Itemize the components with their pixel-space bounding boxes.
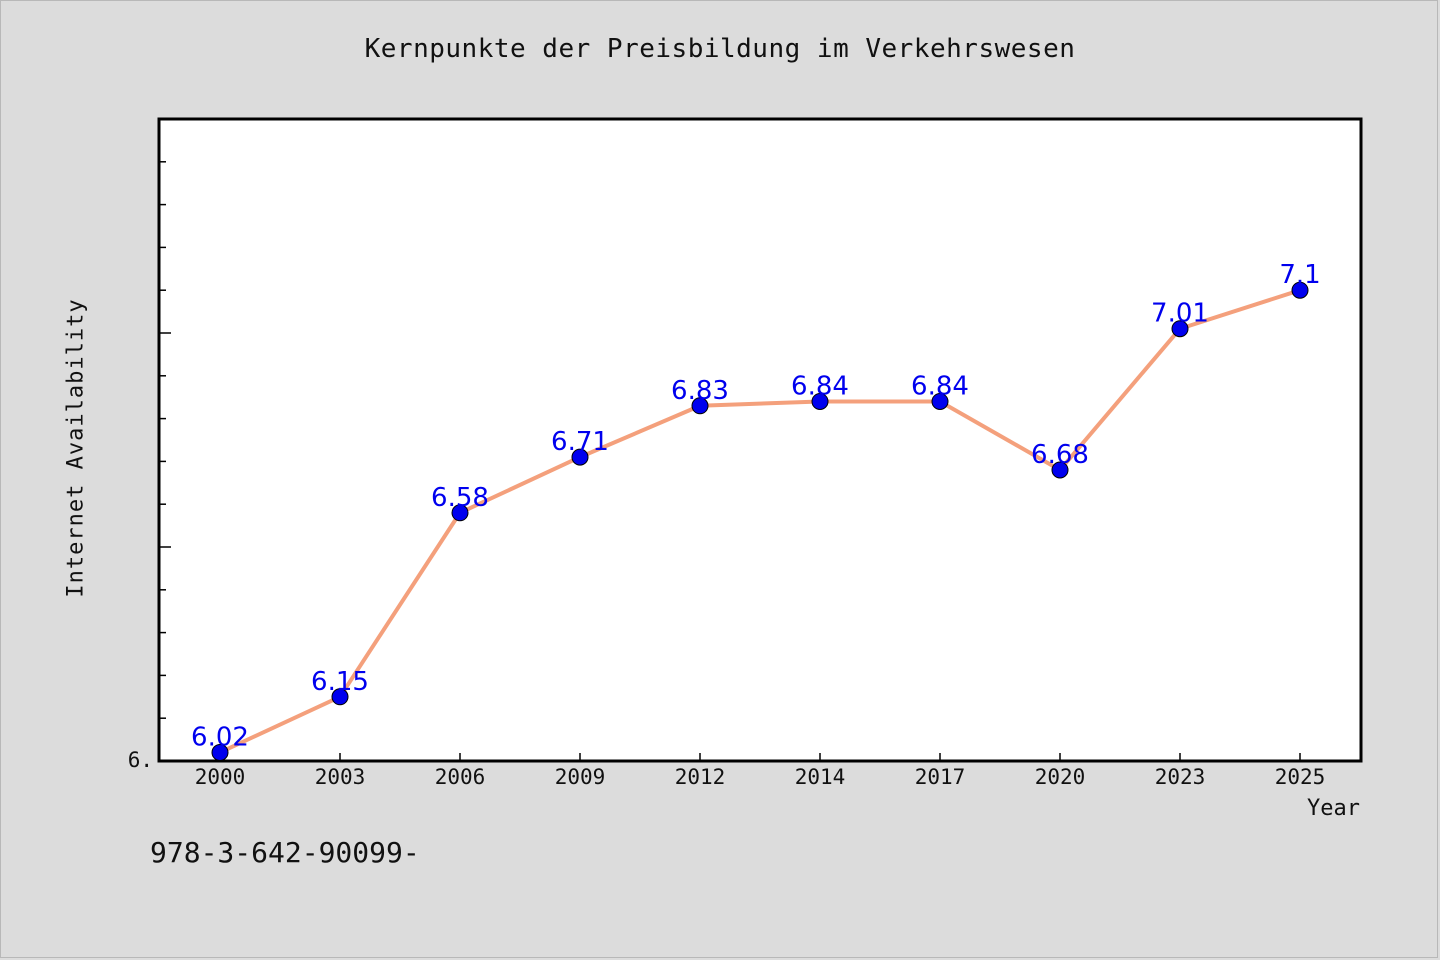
- footnote-isbn: 978-3-642-90099-: [150, 836, 420, 869]
- y-axis-ticks: [159, 161, 171, 719]
- y-tick-label: 6.: [128, 748, 153, 772]
- data-point: [691, 397, 709, 415]
- data-label: 6.68: [1031, 440, 1089, 470]
- data-label: 6.15: [311, 667, 369, 697]
- data-labels: 6.02 6.15 6.58 6.71 6.83 6.84 6.84 6.68 7.01 7.1: [191, 260, 1321, 752]
- x-tick-label: 2014: [795, 765, 846, 789]
- x-axis-label: Year: [1307, 796, 1360, 821]
- data-label: 6.02: [191, 722, 249, 752]
- data-label: 6.84: [791, 371, 849, 401]
- data-point: [931, 392, 949, 410]
- data-point: [571, 448, 589, 466]
- series-line: [219, 288, 1301, 755]
- data-point: [811, 392, 829, 410]
- data-label: 7.1: [1279, 260, 1320, 290]
- x-tick-label: 2006: [435, 765, 486, 789]
- chart-title: Kernpunkte der Preisbildung im Verkehrsw…: [364, 34, 1076, 64]
- x-tick-label: 2003: [315, 765, 366, 789]
- data-point: [1051, 461, 1069, 479]
- data-point: [211, 743, 229, 761]
- data-label: 7.01: [1151, 299, 1209, 329]
- series-markers: [211, 281, 1309, 761]
- data-point: [1171, 320, 1189, 338]
- data-label: 6.71: [551, 427, 609, 457]
- data-label: 6.84: [911, 371, 969, 401]
- data-label: 6.83: [671, 376, 729, 406]
- plot-area: [157, 117, 1363, 763]
- x-tick-label: 2000: [195, 765, 246, 789]
- x-tick-label: 2012: [675, 765, 726, 789]
- x-axis-ticks: 2000 2003 2006 2009 2012 2014 2017 2020 2023 2025: [195, 753, 1326, 789]
- x-tick-label: 2017: [915, 765, 966, 789]
- x-tick-label: 2025: [1275, 765, 1326, 789]
- data-point: [331, 688, 349, 706]
- data-point: [451, 504, 469, 522]
- data-label: 6.58: [431, 483, 489, 513]
- x-tick-label: 2020: [1035, 765, 1086, 789]
- x-tick-label: 2009: [555, 765, 606, 789]
- x-tick-label: 2023: [1155, 765, 1206, 789]
- data-point: [1291, 281, 1309, 299]
